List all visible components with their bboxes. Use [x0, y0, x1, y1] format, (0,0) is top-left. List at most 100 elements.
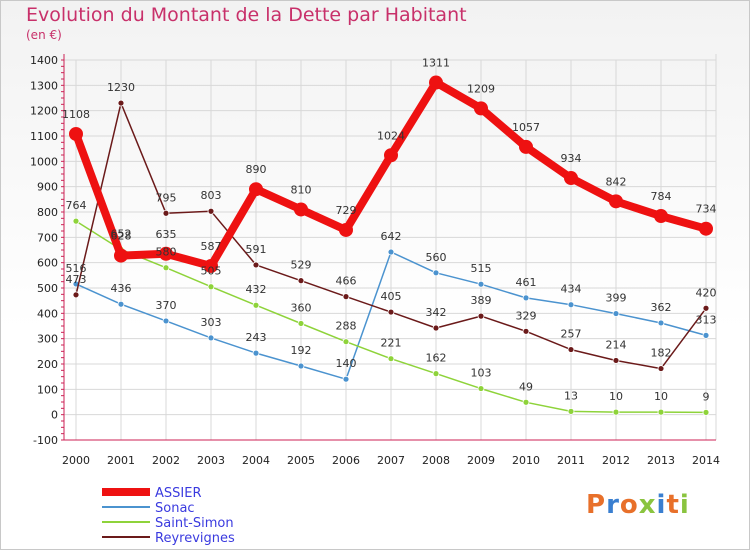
data-label: 734	[696, 203, 717, 216]
data-point	[432, 269, 440, 277]
data-point	[522, 327, 530, 335]
data-label: 764	[66, 199, 87, 212]
data-label: 432	[246, 283, 267, 296]
data-point	[342, 375, 350, 383]
data-point	[612, 408, 620, 416]
data-point	[522, 398, 530, 406]
data-point	[207, 283, 215, 291]
x-tick-label: 2010	[512, 454, 540, 467]
data-label: 399	[606, 292, 627, 305]
data-label: 370	[156, 299, 177, 312]
data-label: 1108	[62, 108, 90, 121]
data-point	[657, 408, 665, 416]
logo-letter: o	[619, 490, 639, 520]
data-point	[117, 99, 125, 107]
data-point	[702, 304, 710, 312]
legend-label: Reyrevignes	[155, 531, 235, 546]
data-point	[522, 294, 530, 302]
data-label: 1024	[377, 129, 405, 142]
data-label: 436	[111, 282, 132, 295]
data-label: 842	[606, 175, 627, 188]
data-point	[702, 408, 710, 416]
data-label: 10	[654, 390, 668, 403]
proxiti-logo: Proxiti	[586, 490, 690, 520]
data-point	[342, 293, 350, 301]
x-tick-label: 2003	[197, 454, 225, 467]
y-tick-label: 600	[37, 257, 58, 270]
x-tick-label: 2011	[557, 454, 585, 467]
data-label: 560	[426, 251, 447, 264]
x-tick-label: 2001	[107, 454, 135, 467]
grid-lines	[64, 54, 717, 441]
x-tick-label: 2006	[332, 454, 360, 467]
data-point	[162, 317, 170, 325]
data-label: 214	[606, 338, 627, 351]
data-label: 243	[246, 331, 267, 344]
data-label: 342	[426, 306, 447, 319]
data-label: 162	[426, 352, 447, 365]
data-point	[207, 207, 215, 215]
y-tick-label: 700	[37, 231, 58, 244]
data-label: 635	[156, 228, 177, 241]
data-label: 405	[381, 290, 402, 303]
y-tick-label: 1400	[30, 54, 58, 67]
data-point	[384, 148, 398, 163]
data-point	[297, 362, 305, 370]
data-label: 461	[516, 276, 537, 289]
data-point	[474, 101, 488, 116]
data-point	[252, 261, 260, 269]
data-point	[519, 139, 533, 154]
data-label: 13	[564, 389, 578, 402]
data-label: 192	[291, 344, 312, 357]
data-point	[432, 324, 440, 332]
logo-letter: i	[679, 490, 690, 520]
data-point	[657, 319, 665, 327]
data-label: 591	[246, 243, 267, 256]
data-label: 466	[336, 275, 357, 288]
data-label: 810	[291, 183, 312, 196]
data-point	[114, 248, 128, 263]
data-point	[702, 331, 710, 339]
data-label: 515	[471, 262, 492, 275]
data-label: 221	[381, 337, 402, 350]
data-point	[72, 291, 80, 299]
x-tick-label: 2009	[467, 454, 495, 467]
data-label: 628	[111, 230, 132, 243]
y-tick-label: 0	[51, 409, 58, 422]
x-tick-label: 2002	[152, 454, 180, 467]
data-label: 257	[561, 328, 582, 341]
data-point	[612, 357, 620, 364]
data-point	[162, 264, 170, 272]
axes: -100 0 100 200 300 400 500 600 700 800 900 1000 1100…	[30, 54, 720, 467]
y-tick-label: 100	[37, 383, 58, 396]
data-label: 1230	[107, 81, 135, 94]
data-label: 642	[381, 230, 402, 243]
y-tick-label: 500	[37, 282, 58, 295]
legend-label: Sonac	[155, 501, 195, 516]
data-point	[387, 355, 395, 363]
data-label: 288	[336, 320, 357, 333]
y-tick-label: 1000	[30, 155, 58, 168]
data-point	[567, 407, 575, 415]
data-label: 529	[291, 259, 312, 272]
y-tick-label: 200	[37, 358, 58, 371]
data-point	[252, 349, 260, 357]
y-tick-label: 800	[37, 206, 58, 219]
data-label: 795	[156, 191, 177, 204]
data-label: 140	[336, 357, 357, 370]
series-lines	[69, 75, 713, 416]
data-label: 505	[201, 265, 222, 278]
logo-letter: i	[656, 490, 667, 520]
data-point	[567, 346, 575, 353]
y-tick-label: 1100	[30, 130, 58, 143]
data-point	[249, 182, 263, 197]
data-point	[162, 209, 170, 217]
legend-label: Saint-Simon	[155, 516, 234, 531]
data-label: 362	[651, 301, 672, 314]
data-label: 303	[201, 316, 222, 329]
data-label: 9	[703, 390, 710, 403]
data-point	[117, 300, 125, 308]
